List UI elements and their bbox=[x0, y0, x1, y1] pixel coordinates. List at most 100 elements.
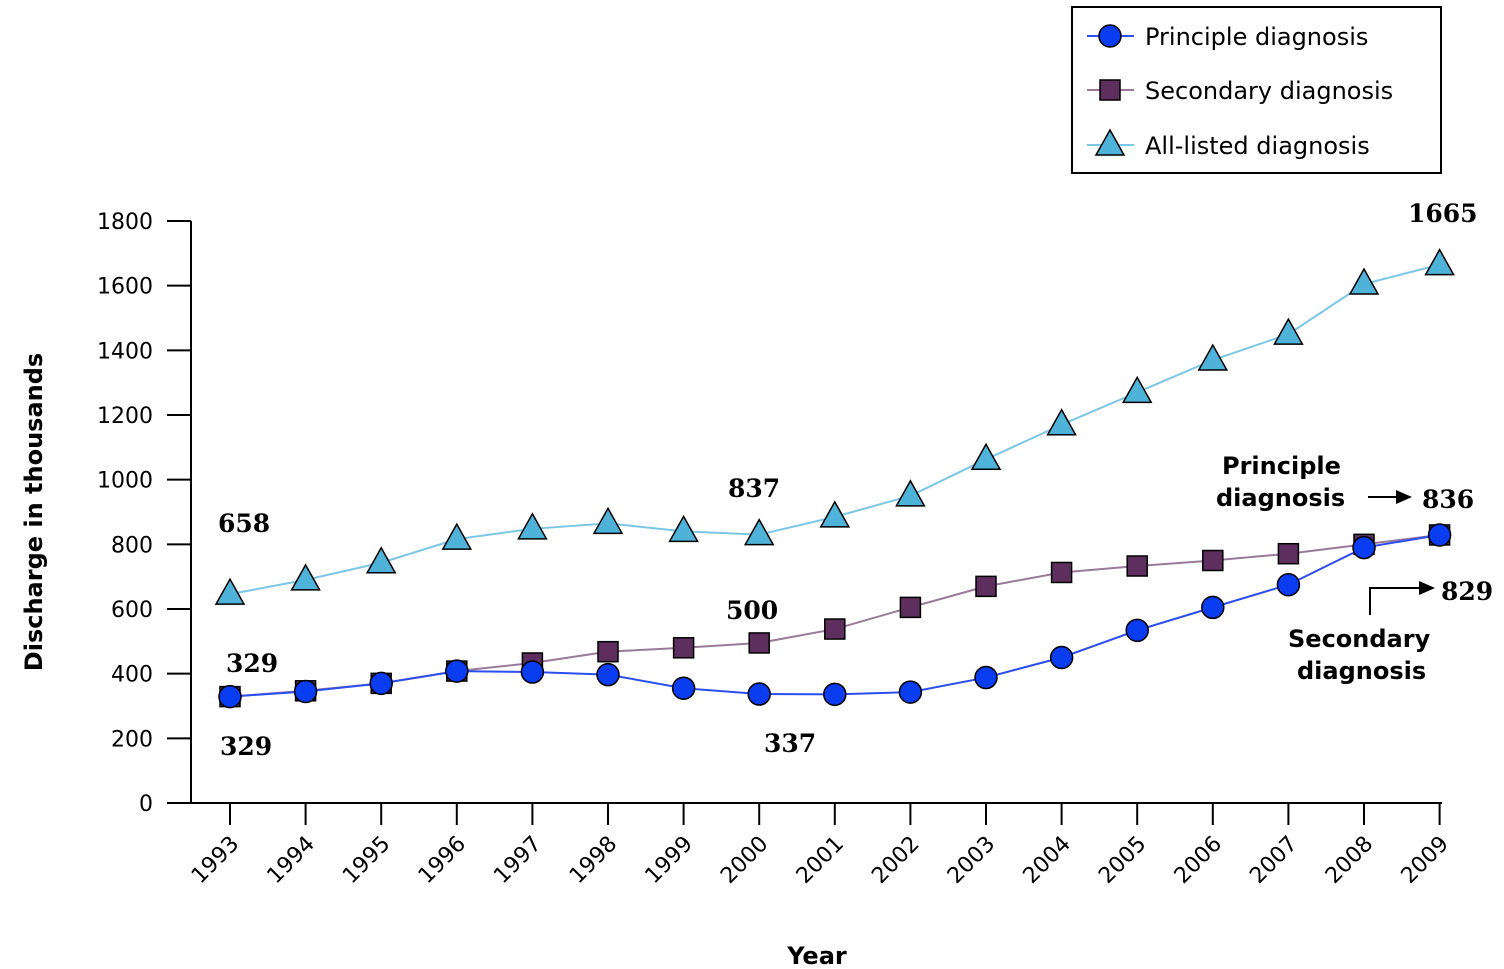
annotation-329-top: 329 bbox=[226, 649, 278, 678]
annotation-658: 658 bbox=[218, 509, 270, 538]
data-point-principle-diagnosis bbox=[293, 679, 318, 704]
data-point-principle-diagnosis bbox=[1125, 618, 1149, 643]
data-point-principle-diagnosis bbox=[671, 676, 696, 700]
x-tick-label: 2003 bbox=[943, 832, 1000, 889]
data-point-principle-diagnosis bbox=[520, 660, 545, 684]
x-tick-label: 2004 bbox=[1019, 832, 1076, 889]
x-tick-label: 2005 bbox=[1094, 832, 1151, 889]
series-line-secondary-diagnosis bbox=[229, 533, 1440, 698]
data-point-principle-diagnosis bbox=[445, 659, 469, 683]
legend: Principle diagnosis Secondary diagnosis Al… bbox=[1071, 6, 1442, 174]
data-point-principle-diagnosis bbox=[1276, 573, 1301, 597]
data-point-all-listed-diagnosis bbox=[1273, 317, 1304, 345]
data-point-principle-diagnosis bbox=[823, 682, 847, 707]
series-principle-diagnosis bbox=[218, 523, 1452, 709]
annotation-secondary-line1: Secondary bbox=[1288, 625, 1431, 653]
data-point-all-listed-diagnosis bbox=[1121, 375, 1153, 404]
data-point-all-listed-diagnosis bbox=[970, 442, 1002, 471]
annotation-principle-line1: Principle bbox=[1222, 452, 1341, 480]
data-point-secondary-diagnosis bbox=[1277, 542, 1300, 565]
x-tick-label: 2002 bbox=[867, 832, 924, 889]
x-tick-label: 1996 bbox=[414, 832, 471, 889]
x-tick-label: 1998 bbox=[565, 832, 622, 889]
y-tick-label: 1600 bbox=[97, 275, 153, 300]
legend-label: All-listed diagnosis bbox=[1145, 132, 1370, 160]
x-tick-label: 2008 bbox=[1321, 832, 1378, 889]
data-point-secondary-diagnosis bbox=[824, 618, 846, 640]
secondary-arrow bbox=[1369, 581, 1435, 615]
data-point-principle-diagnosis bbox=[369, 671, 393, 696]
data-point-secondary-diagnosis bbox=[975, 575, 997, 598]
legend-item-secondary-diagnosis: Secondary diagnosis bbox=[1087, 77, 1393, 105]
series-line-all-listed-diagnosis bbox=[229, 263, 1440, 596]
data-point-secondary-diagnosis bbox=[597, 640, 619, 663]
data-point-all-listed-diagnosis bbox=[517, 512, 548, 540]
annotation-500: 500 bbox=[726, 596, 778, 625]
annotation-1665: 1665 bbox=[1408, 199, 1478, 228]
y-axis-title: Discharge in thousands bbox=[20, 353, 48, 671]
annotation-329-bottom: 329 bbox=[220, 732, 272, 761]
annotation-principle-line2: diagnosis bbox=[1216, 484, 1345, 512]
data-point-secondary-diagnosis bbox=[1126, 555, 1148, 577]
data-point-principle-diagnosis bbox=[1427, 523, 1452, 547]
y-tick-label: 800 bbox=[111, 533, 153, 558]
principle-arrow bbox=[1368, 490, 1412, 504]
x-tick-label: 2006 bbox=[1170, 832, 1227, 889]
data-point-principle-diagnosis bbox=[1201, 595, 1225, 620]
annotation-secondary-line2: diagnosis bbox=[1297, 657, 1426, 685]
data-point-secondary-diagnosis bbox=[748, 632, 770, 654]
data-point-principle-diagnosis bbox=[974, 665, 998, 690]
y-tick-label: 1200 bbox=[97, 404, 153, 429]
annotation-836: 836 bbox=[1422, 485, 1474, 514]
x-tick-label: 1994 bbox=[263, 832, 320, 889]
annotation-837: 837 bbox=[728, 474, 780, 503]
legend-item-all-listed-diagnosis: All-listed diagnosis bbox=[1087, 128, 1370, 160]
series-line-principle-diagnosis bbox=[229, 533, 1440, 698]
legend-marker bbox=[1094, 128, 1126, 156]
x-tick-label: 2000 bbox=[716, 832, 773, 889]
x-tick-label: 1995 bbox=[338, 832, 395, 889]
data-point-all-listed-diagnosis bbox=[1424, 248, 1455, 276]
data-point-principle-diagnosis bbox=[596, 662, 620, 687]
data-point-all-listed-diagnosis bbox=[1348, 267, 1380, 295]
data-point-principle-diagnosis bbox=[1352, 535, 1376, 560]
y-tick-label: 1400 bbox=[97, 339, 153, 364]
data-point-principle-diagnosis bbox=[747, 682, 771, 706]
annotation-829: 829 bbox=[1441, 577, 1493, 606]
legend-label: Principle diagnosis bbox=[1145, 23, 1368, 51]
y-tick-label: 200 bbox=[111, 727, 153, 752]
series-all-listed-diagnosis bbox=[214, 248, 1455, 605]
y-tick-label: 0 bbox=[139, 792, 153, 817]
legend-marker bbox=[1099, 79, 1121, 101]
x-axis-title: Year bbox=[786, 942, 847, 969]
data-point-all-listed-diagnosis bbox=[668, 514, 699, 543]
data-point-all-listed-diagnosis bbox=[365, 546, 397, 574]
x-tick-label: 1997 bbox=[489, 832, 546, 889]
data-point-all-listed-diagnosis bbox=[592, 506, 624, 535]
legend-item-principle-diagnosis: Principle diagnosis bbox=[1087, 23, 1368, 51]
data-point-secondary-diagnosis bbox=[1202, 549, 1224, 572]
x-tick-label: 2007 bbox=[1245, 832, 1302, 889]
data-point-all-listed-diagnosis bbox=[290, 563, 321, 591]
data-point-principle-diagnosis bbox=[218, 684, 242, 709]
legend-marker bbox=[1098, 24, 1122, 48]
data-point-all-listed-diagnosis bbox=[214, 577, 246, 605]
x-tick-label: 2009 bbox=[1397, 832, 1454, 889]
series-layer bbox=[214, 248, 1455, 709]
y-tick-label: 1000 bbox=[97, 469, 153, 494]
data-point-all-listed-diagnosis bbox=[1197, 343, 1229, 371]
annotations: 658 329 329 837 500 337 1665 836 829 Pri… bbox=[218, 199, 1493, 761]
x-tick-label: 2001 bbox=[792, 832, 849, 889]
y-tick-label: 600 bbox=[111, 598, 153, 623]
x-tick-label: 1999 bbox=[641, 832, 698, 889]
data-point-secondary-diagnosis bbox=[672, 637, 695, 659]
data-point-principle-diagnosis bbox=[898, 680, 923, 704]
data-point-principle-diagnosis bbox=[1049, 645, 1074, 670]
x-tick-label: 1993 bbox=[187, 832, 244, 889]
data-point-secondary-diagnosis bbox=[899, 596, 922, 619]
data-point-all-listed-diagnosis bbox=[743, 518, 775, 546]
data-point-all-listed-diagnosis bbox=[1046, 408, 1077, 436]
data-point-secondary-diagnosis bbox=[1050, 561, 1073, 584]
data-point-all-listed-diagnosis bbox=[819, 500, 851, 528]
